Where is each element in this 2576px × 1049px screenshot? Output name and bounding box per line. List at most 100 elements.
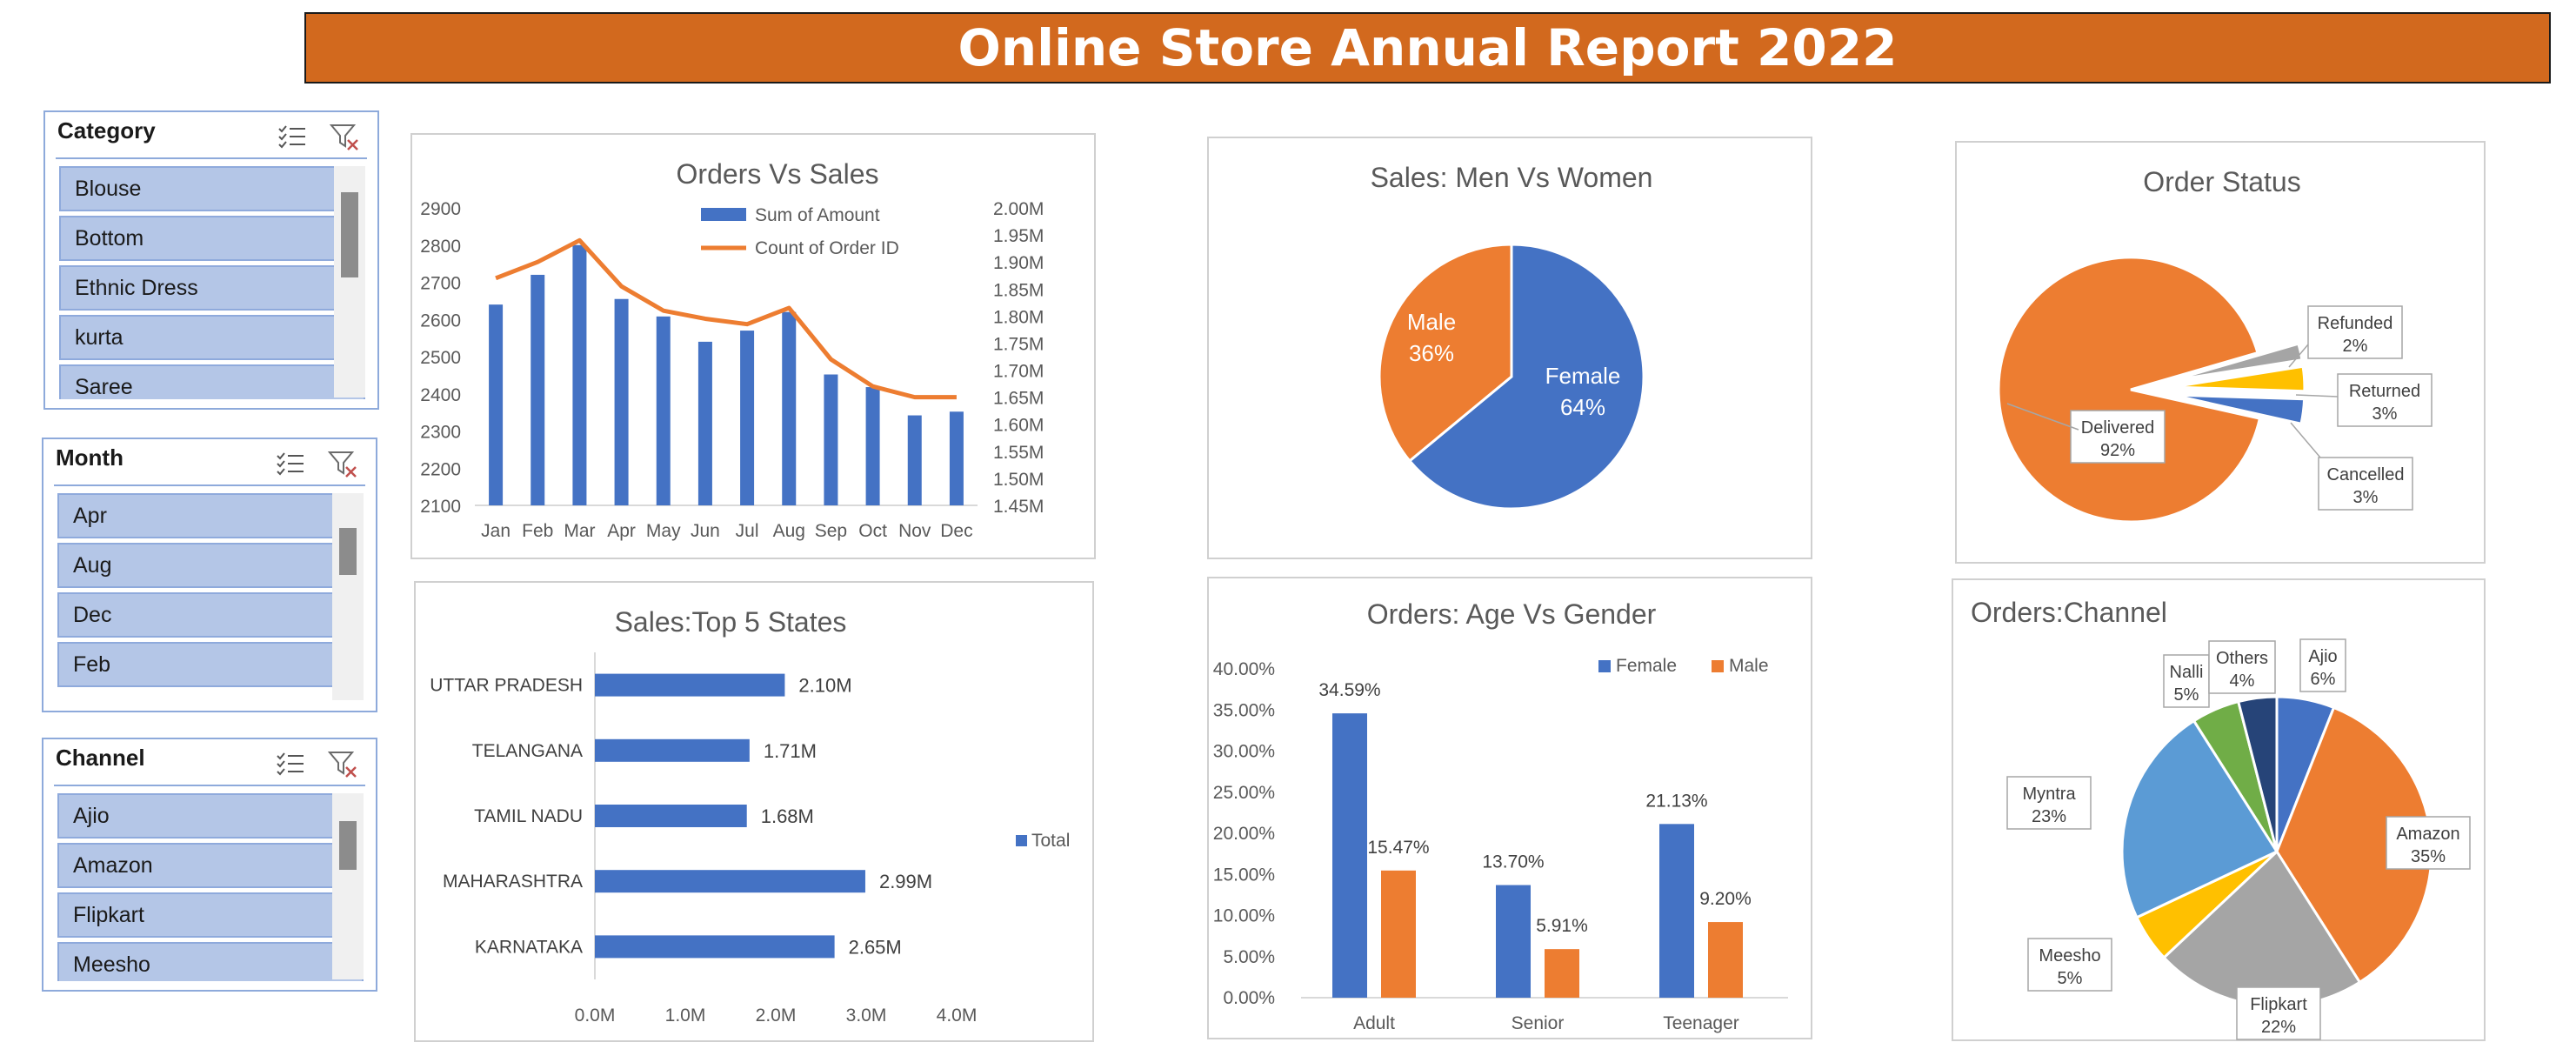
- legend-label: Sum of Amount: [755, 205, 880, 225]
- x-tick-label: Adult: [1353, 1013, 1395, 1033]
- men-vs-women-svg: Sales: Men Vs Women Female 64% Male 36%: [1371, 162, 1653, 511]
- chart-title: Orders: Age Vs Gender: [1367, 598, 1657, 630]
- slice-value-label: 5%: [2058, 969, 2083, 988]
- slice-name-label: Male: [1407, 309, 1456, 335]
- slicer-item[interactable]: Blouse: [59, 166, 365, 211]
- slice-value-label: 3%: [2353, 488, 2379, 507]
- chart-title: Sales: Men Vs Women: [1371, 162, 1653, 193]
- legend-label: Male: [1729, 656, 1769, 676]
- y-tick-label: 15.00%: [1213, 865, 1275, 885]
- callout-box: [2337, 373, 2433, 427]
- y-tick-label: 20.00%: [1213, 824, 1275, 844]
- check-mark: [277, 468, 285, 476]
- clear-filter-icon[interactable]: [327, 448, 358, 479]
- chart-title: Orders Vs Sales: [677, 158, 879, 190]
- y-left-tick-label: 2700: [420, 274, 461, 294]
- slicer-item[interactable]: Ethnic Dress: [59, 265, 365, 311]
- sales-bar: [489, 304, 504, 505]
- slice-value-label: 3%: [2372, 404, 2398, 424]
- slicer-header: Channel: [56, 745, 145, 771]
- report-banner: Online Store Annual Report 2022: [304, 12, 2551, 84]
- slicer-item[interactable]: Dec: [57, 592, 364, 638]
- slicer-item[interactable]: Amazon: [57, 843, 364, 888]
- y-tick-label: 40.00%: [1213, 659, 1275, 679]
- data-label: 2.65M: [849, 936, 902, 958]
- scrollbar-thumb[interactable]: [339, 821, 357, 870]
- male-slice: [1378, 243, 1513, 464]
- y-tick-label: 0.00%: [1223, 988, 1275, 1008]
- y-right-tick-label: 1.75M: [993, 334, 1044, 354]
- chart-title: Sales:Top 5 States: [615, 606, 847, 638]
- sales-bar: [572, 244, 587, 505]
- slicer-item[interactable]: Feb: [57, 642, 364, 687]
- female-bar: [1496, 885, 1531, 998]
- x-tick-label: Feb: [522, 521, 553, 541]
- orders-vs-sales-chart[interactable]: Orders Vs Sales 2100 2200 2300 2400 2500 2600 2…: [410, 133, 1096, 559]
- x-tick-label: Senior: [1512, 1013, 1565, 1033]
- x-tick-label: 2.0M: [756, 1006, 797, 1026]
- x-tick-label: Jul: [736, 521, 759, 541]
- slicer-item[interactable]: Apr: [57, 493, 364, 538]
- multi-select-icon[interactable]: [275, 448, 306, 479]
- x-tick-label: Mar: [564, 521, 595, 541]
- male-bar: [1708, 922, 1743, 998]
- y-right-tick-label: 1.55M: [993, 443, 1044, 463]
- leader-line: [2295, 394, 2339, 398]
- month-slicer[interactable]: Month Apr Aug Dec Feb: [42, 438, 377, 712]
- callout-box: [2006, 776, 2092, 830]
- y-right-tick-label: 2.00M: [993, 199, 1044, 219]
- data-label: 21.13%: [1645, 791, 1707, 811]
- top5-states-chart[interactable]: Sales:Top 5 States 0.0M 1.0M 2.0M 3.0M 4.0M UT…: [414, 581, 1094, 1042]
- sales-bar: [865, 387, 880, 505]
- slicer-item[interactable]: Saree: [59, 364, 365, 399]
- orders-channel-chart[interactable]: Orders:Channel Ajio 6% Amazon 35% Flipkart 22%…: [1952, 578, 2486, 1041]
- y-left-tick-label: 2400: [420, 385, 461, 405]
- order-status-chart[interactable]: Order Status Delivered 92% Refunded 2% Return…: [1955, 141, 2486, 564]
- scrollbar-thumb[interactable]: [339, 528, 357, 575]
- y-tick-label: KARNATAKA: [475, 937, 583, 957]
- sales-bar: [531, 274, 545, 505]
- age-vs-gender-chart[interactable]: Orders: Age Vs Gender 0.00% 5.00% 10.00% 15.…: [1207, 577, 1812, 1039]
- slicer-scrollbar[interactable]: [332, 793, 364, 979]
- y-right-tick-label: 1.45M: [993, 497, 1044, 517]
- slicer-scrollbar[interactable]: [334, 166, 365, 398]
- check-mark: [278, 133, 287, 141]
- slicer-scrollbar[interactable]: [332, 493, 364, 700]
- men-vs-women-chart[interactable]: Sales: Men Vs Women Female 64% Male 36%: [1207, 137, 1812, 559]
- x-tick-label: Aug: [773, 521, 805, 541]
- multi-select-icon[interactable]: [277, 121, 308, 152]
- category-slicer[interactable]: Category Blouse Bottom Ethnic Dress kurta Sa…: [43, 110, 379, 410]
- x-tick-label: Oct: [858, 521, 887, 541]
- x-tick-label: Dec: [940, 521, 972, 541]
- check-mark: [277, 768, 285, 776]
- y-left-tick-label: 2300: [420, 423, 461, 443]
- state-bar: [595, 673, 785, 697]
- orders-channel-svg: Orders:Channel Ajio 6% Amazon 35% Flipkart 22%…: [1971, 597, 2471, 1040]
- callout-box: [2307, 305, 2403, 359]
- slicer-item[interactable]: Bottom: [59, 216, 365, 261]
- data-label: 13.70%: [1482, 852, 1544, 872]
- slicer-item[interactable]: Ajio: [57, 793, 364, 839]
- multi-select-icon[interactable]: [275, 748, 306, 779]
- sales-bar: [824, 374, 838, 505]
- clear-filter-icon[interactable]: [329, 121, 360, 152]
- sales-bar: [614, 298, 629, 505]
- leader-line: [2290, 422, 2321, 458]
- data-label: 15.47%: [1367, 838, 1429, 858]
- funnel-shape: [329, 124, 357, 148]
- slicer-item[interactable]: Aug: [57, 543, 364, 588]
- legend-label: Count of Order ID: [755, 238, 899, 258]
- scrollbar-thumb[interactable]: [341, 192, 358, 277]
- check-mark: [277, 752, 285, 760]
- slicer-item[interactable]: kurta: [59, 315, 365, 360]
- slicer-item[interactable]: Flipkart: [57, 892, 364, 938]
- clear-filter-icon[interactable]: [327, 748, 358, 779]
- check-mark: [277, 452, 285, 460]
- myntra-slice: [2120, 718, 2279, 919]
- slicer-item[interactable]: Meesho: [57, 942, 364, 981]
- data-label: 9.20%: [1699, 889, 1752, 909]
- x-tick-label: 0.0M: [575, 1006, 616, 1026]
- y-left-tick-label: 2600: [420, 311, 461, 331]
- data-label: 2.10M: [798, 675, 851, 697]
- channel-slicer[interactable]: Channel Ajio Amazon Flipkart Meesho: [42, 738, 377, 992]
